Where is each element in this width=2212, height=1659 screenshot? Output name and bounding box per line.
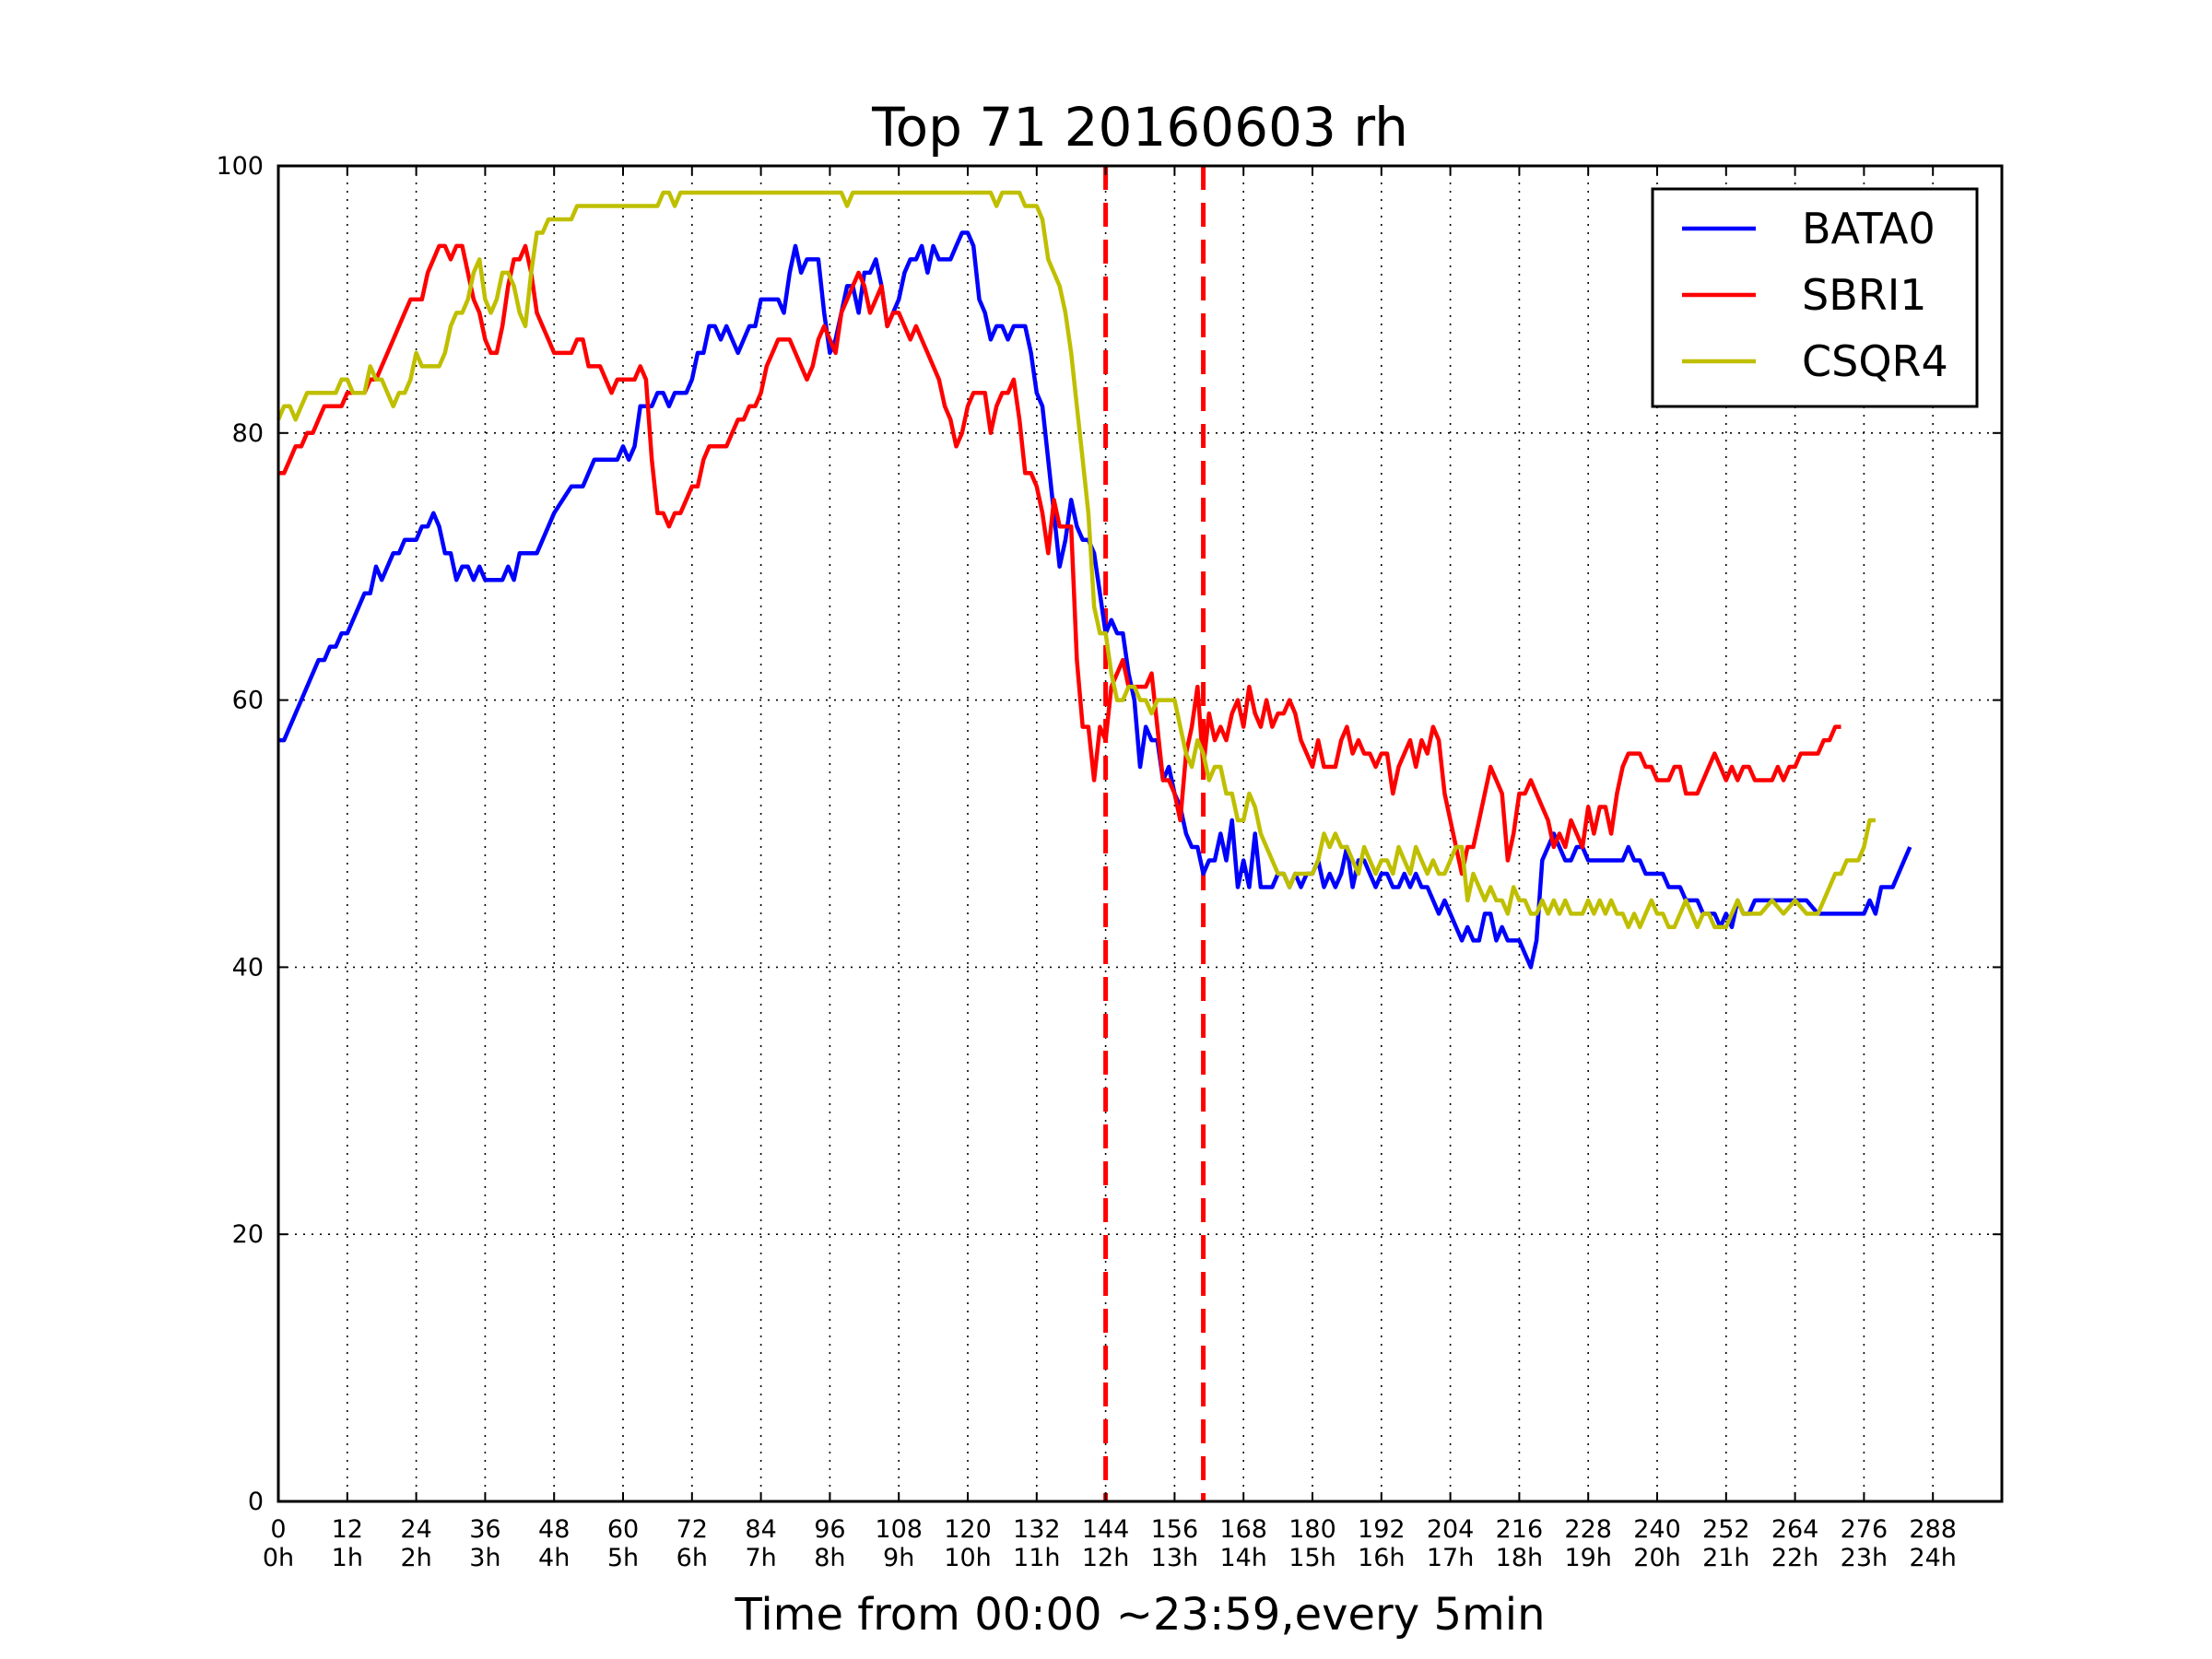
x-tick-sublabel: 14h <box>1219 1544 1266 1572</box>
legend-label: SBRI1 <box>1802 270 1927 320</box>
series-line-sbri1 <box>278 243 1841 877</box>
y-tick-label: 60 <box>232 687 264 715</box>
x-tick-label: 192 <box>1358 1515 1406 1544</box>
x-tick-sublabel: 10h <box>944 1544 991 1572</box>
x-tick-label: 96 <box>814 1515 845 1544</box>
x-tick-sublabel: 18h <box>1496 1544 1543 1572</box>
y-tick-label: 40 <box>232 953 264 982</box>
x-tick-sublabel: 2h <box>400 1544 431 1572</box>
x-tick-label: 84 <box>745 1515 776 1544</box>
x-tick-sublabel: 7h <box>745 1544 776 1572</box>
series-line-csqr4 <box>276 190 1876 930</box>
legend-box <box>1651 187 1979 408</box>
x-tick-label: 288 <box>1909 1515 1957 1544</box>
x-tick-label: 204 <box>1427 1515 1475 1544</box>
vertical-markers <box>1103 166 1206 1501</box>
grid <box>278 166 2002 1501</box>
x-tick-sublabel: 4h <box>538 1544 570 1572</box>
x-tick-label: 264 <box>1771 1515 1819 1544</box>
x-tick-sublabel: 20h <box>1633 1544 1680 1572</box>
x-tick-sublabel: 19h <box>1564 1544 1611 1572</box>
x-tick-label: 216 <box>1496 1515 1544 1544</box>
x-tick-label: 276 <box>1841 1515 1888 1544</box>
x-tick-label: 144 <box>1082 1515 1130 1544</box>
x-tick-label: 72 <box>677 1515 708 1544</box>
x-tick-label: 252 <box>1702 1515 1750 1544</box>
y-tick-label: 0 <box>248 1488 264 1516</box>
x-tick-label: 240 <box>1633 1515 1681 1544</box>
x-tick-sublabel: 13h <box>1151 1544 1198 1572</box>
plot-frame <box>276 164 2004 1503</box>
axis-ticks: 00h121h242h363h484h605h726h847h968h1089h… <box>216 152 2002 1572</box>
y-tick-label: 80 <box>232 419 264 448</box>
x-axis-label: Time from 00:00 ~23:59,every 5min <box>735 1589 1546 1641</box>
x-tick-label: 12 <box>332 1515 363 1544</box>
x-tick-sublabel: 22h <box>1771 1544 1818 1572</box>
x-tick-label: 120 <box>944 1515 992 1544</box>
x-tick-label: 24 <box>400 1515 431 1544</box>
x-tick-label: 168 <box>1219 1515 1267 1544</box>
x-tick-label: 60 <box>607 1515 639 1544</box>
x-tick-sublabel: 5h <box>607 1544 639 1572</box>
x-tick-label: 108 <box>875 1515 923 1544</box>
x-tick-label: 180 <box>1288 1515 1336 1544</box>
y-tick-label: 100 <box>216 152 264 181</box>
x-tick-sublabel: 17h <box>1427 1544 1474 1572</box>
x-tick-sublabel: 9h <box>883 1544 914 1572</box>
legend-label: CSQR4 <box>1802 336 1948 386</box>
x-tick-sublabel: 12h <box>1082 1544 1129 1572</box>
x-tick-label: 48 <box>538 1515 570 1544</box>
y-tick-label: 20 <box>232 1220 264 1249</box>
legend-label: BATA0 <box>1802 204 1936 253</box>
x-tick-sublabel: 15h <box>1288 1544 1335 1572</box>
x-tick-sublabel: 3h <box>469 1544 500 1572</box>
x-tick-sublabel: 21h <box>1702 1544 1749 1572</box>
x-tick-label: 132 <box>1013 1515 1061 1544</box>
x-tick-sublabel: 23h <box>1841 1544 1888 1572</box>
x-tick-sublabel: 6h <box>677 1544 708 1572</box>
series-lines <box>276 190 1912 970</box>
x-tick-sublabel: 1h <box>332 1544 363 1572</box>
series-line-bata0 <box>278 230 1912 970</box>
x-tick-label: 156 <box>1151 1515 1199 1544</box>
legend: BATA0 SBRI1 CSQR4 <box>1651 187 1979 408</box>
x-tick-label: 0 <box>270 1515 286 1544</box>
x-tick-sublabel: 0h <box>263 1544 294 1572</box>
x-tick-sublabel: 24h <box>1909 1544 1956 1572</box>
x-tick-label: 228 <box>1564 1515 1612 1544</box>
x-tick-sublabel: 16h <box>1358 1544 1405 1572</box>
x-tick-sublabel: 8h <box>814 1544 845 1572</box>
x-tick-label: 36 <box>469 1515 500 1544</box>
x-tick-sublabel: 11h <box>1013 1544 1060 1572</box>
chart-title: Top 71 20160603 rh <box>871 96 1408 159</box>
